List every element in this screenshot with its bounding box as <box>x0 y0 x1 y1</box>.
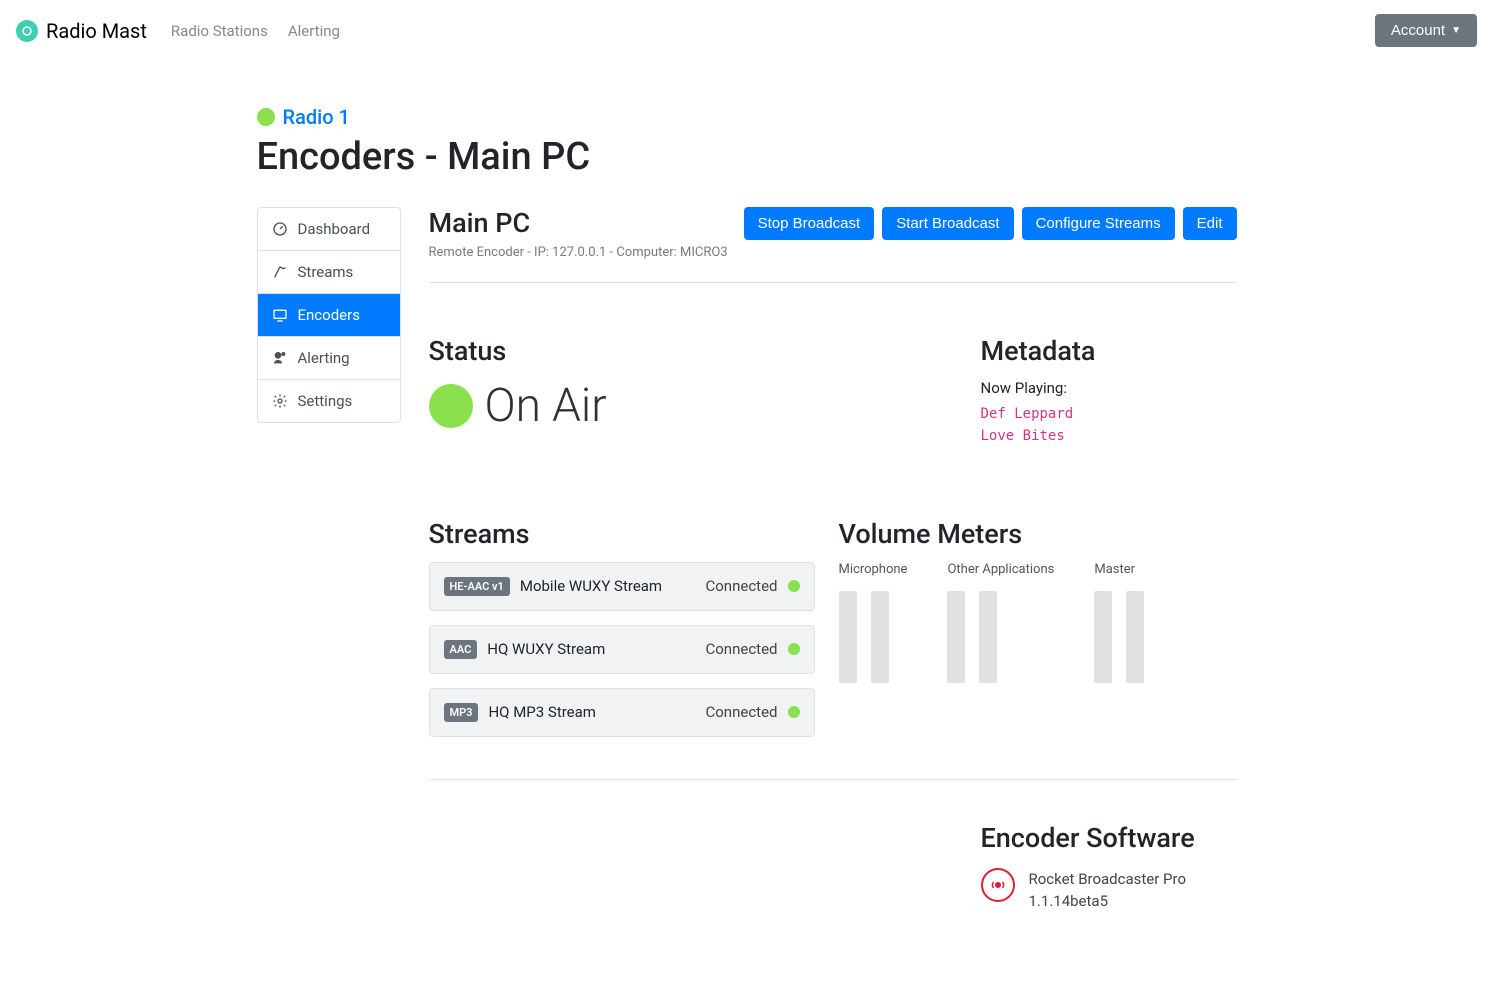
main-content: Main PC Remote Encoder - IP: 127.0.0.1 -… <box>429 207 1237 913</box>
streams-heading: Streams <box>429 518 815 550</box>
encoder-subtitle: Remote Encoder - IP: 127.0.0.1 - Compute… <box>429 245 728 260</box>
account-dropdown[interactable]: Account ▼ <box>1375 14 1477 47</box>
codec-badge: MP3 <box>444 703 479 722</box>
meter-label: Other Applications <box>947 562 1054 577</box>
navbar: Radio Mast Radio Stations Alerting Accou… <box>0 0 1493 61</box>
now-playing-title: Love Bites <box>981 425 1237 447</box>
software-name: Rocket Broadcaster Pro <box>1029 868 1187 891</box>
nav-link-radio-stations[interactable]: Radio Stations <box>171 22 268 40</box>
meters-heading: Volume Meters <box>839 518 1237 550</box>
nav-links: Radio Stations Alerting <box>171 22 340 40</box>
edit-button[interactable]: Edit <box>1183 207 1237 240</box>
stream-status-dot-icon <box>788 643 800 655</box>
sidebar-item-label: Encoders <box>298 306 360 324</box>
meter-bar-right <box>1126 591 1144 683</box>
meter-bar-right <box>871 591 889 683</box>
stream-name: HQ MP3 Stream <box>488 703 595 721</box>
codec-badge: AAC <box>444 640 478 659</box>
meter-label: Master <box>1094 562 1144 577</box>
now-playing-artist: Def Leppard <box>981 403 1237 425</box>
now-playing-label: Now Playing: <box>981 379 1237 397</box>
sidebar-item-dashboard[interactable]: Dashboard <box>258 208 400 251</box>
stream-status: Connected <box>705 703 777 721</box>
stream-status-dot-icon <box>788 706 800 718</box>
meter-bar-right <box>979 591 997 683</box>
meter-bar-left <box>839 591 857 683</box>
stream-status: Connected <box>705 577 777 595</box>
encoders-icon <box>272 307 288 323</box>
stream-row[interactable]: MP3 HQ MP3 Stream Connected <box>429 688 815 737</box>
on-air-dot-icon <box>429 384 473 428</box>
start-broadcast-button[interactable]: Start Broadcast <box>882 207 1013 240</box>
meter-group-master: Master <box>1094 562 1144 683</box>
sidebar: Dashboard Streams Encoders Alerting <box>257 207 401 423</box>
sidebar-item-encoders[interactable]: Encoders <box>258 294 400 337</box>
software-heading: Encoder Software <box>981 822 1237 854</box>
sidebar-item-label: Streams <box>298 263 354 281</box>
codec-badge: HE-AAC v1 <box>444 577 510 596</box>
brand[interactable]: Radio Mast <box>16 19 147 43</box>
account-label: Account <box>1391 22 1445 39</box>
meter-bar-left <box>1094 591 1112 683</box>
station-name: Radio 1 <box>283 105 350 129</box>
stream-name: Mobile WUXY Stream <box>520 577 662 595</box>
software-version: 1.1.14beta5 <box>1029 890 1187 913</box>
station-status-dot-icon <box>257 108 275 126</box>
sidebar-item-label: Alerting <box>298 349 350 367</box>
meter-bar-left <box>947 591 965 683</box>
nav-link-alerting[interactable]: Alerting <box>288 22 340 40</box>
configure-streams-button[interactable]: Configure Streams <box>1022 207 1175 240</box>
divider <box>429 779 1237 780</box>
sidebar-item-streams[interactable]: Streams <box>258 251 400 294</box>
meter-group-microphone: Microphone <box>839 562 908 683</box>
stream-status: Connected <box>705 640 777 658</box>
page-title: Encoders - Main PC <box>257 135 1237 179</box>
on-air-status: On Air <box>429 379 941 433</box>
brand-logo-icon <box>16 20 38 42</box>
on-air-text: On Air <box>485 379 607 433</box>
sidebar-item-alerting[interactable]: Alerting <box>258 337 400 380</box>
encoder-title: Main PC <box>429 207 728 239</box>
station-link[interactable]: Radio 1 <box>257 105 1237 129</box>
stream-row[interactable]: AAC HQ WUXY Stream Connected <box>429 625 815 674</box>
caret-down-icon: ▼ <box>1451 25 1461 36</box>
stream-status-dot-icon <box>788 580 800 592</box>
sidebar-item-label: Settings <box>298 392 353 410</box>
status-heading: Status <box>429 335 941 367</box>
streams-icon <box>272 264 288 280</box>
sidebar-item-settings[interactable]: Settings <box>258 380 400 422</box>
dashboard-icon <box>272 221 288 237</box>
meter-group-other-apps: Other Applications <box>947 562 1054 683</box>
stop-broadcast-button[interactable]: Stop Broadcast <box>744 207 875 240</box>
sidebar-item-label: Dashboard <box>298 220 371 238</box>
divider <box>429 282 1237 283</box>
brand-text: Radio Mast <box>46 19 147 43</box>
metadata-heading: Metadata <box>981 335 1237 367</box>
stream-name: HQ WUXY Stream <box>487 640 605 658</box>
stream-row[interactable]: HE-AAC v1 Mobile WUXY Stream Connected <box>429 562 815 611</box>
alerting-icon <box>272 350 288 366</box>
meter-label: Microphone <box>839 562 908 577</box>
rocket-broadcaster-icon <box>981 868 1015 902</box>
settings-icon <box>272 393 288 409</box>
